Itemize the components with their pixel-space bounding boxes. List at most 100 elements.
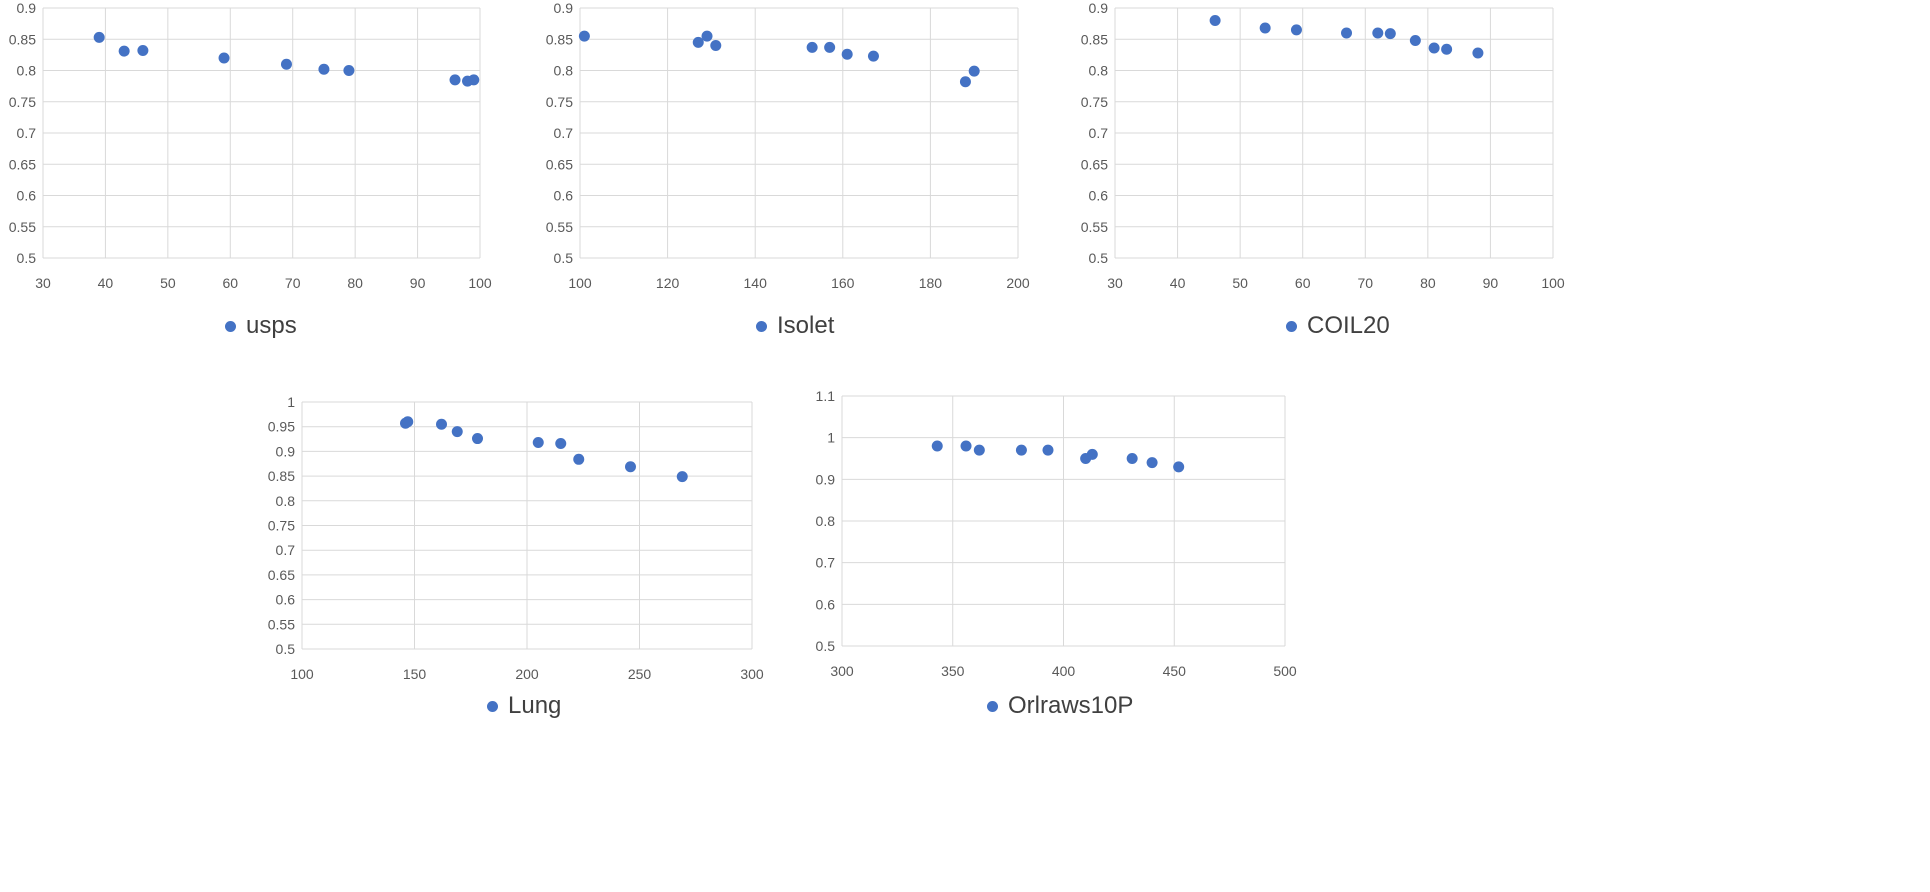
data-point	[1015, 444, 1027, 456]
x-tick-label: 40	[1170, 275, 1186, 291]
y-tick-label: 0.85	[9, 31, 36, 47]
x-tick-label: 80	[347, 275, 363, 291]
x-tick-label: 300	[740, 666, 764, 682]
data-point	[1472, 47, 1484, 59]
x-tick-label: 50	[160, 275, 176, 291]
x-tick-label: 100	[568, 275, 592, 291]
x-tick-label: 120	[656, 275, 680, 291]
data-point	[1259, 22, 1271, 34]
chart-plot: 0.5 0.55 0.6 0.65 0.7 0.75 0.8 0.85 0.9 30 40 50 60 7…	[9, 0, 492, 291]
legend-marker-icon	[756, 320, 767, 332]
y-tick-label: 0.6	[276, 592, 296, 608]
data-point	[676, 471, 688, 483]
chart-plot: 0.5 0.55 0.6 0.65 0.7 0.75 0.8 0.85 0.9 30 40 50 60 7…	[1081, 0, 1565, 291]
x-tick-label: 70	[285, 275, 301, 291]
y-tick-label: 0.7	[276, 542, 296, 558]
y-tick-label: 0.6	[17, 188, 37, 204]
y-tick-label: 0.85	[546, 31, 573, 47]
y-tick-label: 0.75	[268, 518, 295, 534]
y-tick-label: 0.5	[554, 250, 574, 266]
legend-label: Orlraws10P	[1008, 692, 1134, 719]
data-point	[402, 416, 414, 428]
legend: usps	[225, 312, 297, 340]
data-point	[960, 440, 972, 452]
data-point	[973, 444, 985, 456]
legend-label: Isolet	[777, 312, 835, 339]
x-tick-label: 500	[1273, 663, 1297, 679]
y-tick-label: 0.75	[546, 94, 573, 110]
y-tick-label: 0.9	[1089, 0, 1109, 16]
y-tick-label: 0.7	[554, 125, 574, 141]
x-tick-label: 350	[941, 663, 965, 679]
y-tick-label: 0.9	[816, 471, 836, 487]
x-tick-label: 100	[468, 275, 492, 291]
y-tick-label: 0.5	[17, 250, 37, 266]
y-tick-label: 0.5	[276, 641, 296, 657]
y-tick-label: 0.65	[268, 567, 295, 583]
x-tick-label: 80	[1420, 275, 1436, 291]
legend-label: Lung	[508, 692, 562, 719]
x-tick-label: 40	[98, 275, 114, 291]
legend-label: usps	[246, 312, 297, 339]
x-tick-label: 200	[1006, 275, 1030, 291]
y-tick-label: 0.55	[546, 219, 573, 235]
x-tick-label: 50	[1232, 275, 1248, 291]
data-point	[1441, 43, 1453, 55]
data-point	[578, 30, 590, 42]
data-point	[1042, 444, 1054, 456]
data-point	[841, 48, 853, 60]
legend: Lung	[487, 692, 561, 720]
data-point	[1173, 461, 1185, 473]
y-tick-label: 1	[827, 430, 835, 446]
data-point	[532, 437, 544, 449]
x-tick-label: 400	[1052, 663, 1076, 679]
x-tick-label: 30	[1107, 275, 1123, 291]
x-tick-label: 60	[1295, 275, 1311, 291]
legend: COIL20	[1286, 312, 1390, 340]
y-tick-label: 0.5	[816, 638, 836, 654]
data-point	[824, 41, 836, 53]
data-point	[280, 58, 292, 70]
y-tick-label: 0.7	[1089, 125, 1109, 141]
data-point	[701, 30, 713, 42]
y-tick-label: 1.1	[816, 388, 836, 404]
data-point	[806, 41, 818, 53]
y-tick-label: 0.6	[554, 188, 574, 204]
chart-usps: 0.5 0.55 0.6 0.65 0.7 0.75 0.8 0.85 0.9 30 40 50 60 7…	[0, 0, 620, 350]
y-tick-label: 0.75	[1081, 94, 1108, 110]
x-tick-label: 100	[290, 666, 314, 682]
data-point	[710, 40, 722, 51]
data-point	[318, 63, 330, 75]
legend: Isolet	[756, 312, 834, 340]
y-tick-label: 0.5	[1089, 250, 1109, 266]
y-tick-label: 0.9	[17, 0, 37, 16]
y-tick-label: 0.9	[276, 443, 296, 459]
data-point	[343, 65, 355, 76]
data-point	[449, 74, 461, 86]
x-tick-label: 90	[410, 275, 426, 291]
y-tick-label: 0.8	[554, 63, 574, 79]
x-tick-label: 200	[515, 666, 539, 682]
data-point	[451, 426, 463, 438]
chart-isolet: 0.5 0.55 0.6 0.65 0.7 0.75 0.8 0.85 0.9 100 120 140…	[0, 0, 1930, 350]
x-tick-label: 150	[403, 666, 427, 682]
x-tick-label: 250	[628, 666, 652, 682]
data-point	[1409, 35, 1421, 46]
y-tick-label: 0.7	[17, 125, 37, 141]
data-point	[625, 461, 636, 473]
data-point	[573, 453, 585, 465]
x-tick-label: 180	[919, 275, 943, 291]
data-point	[1126, 453, 1138, 464]
data-point	[436, 418, 447, 430]
data-point	[93, 31, 105, 43]
legend-label: COIL20	[1307, 312, 1390, 339]
data-point	[692, 36, 704, 48]
y-tick-label: 0.65	[9, 156, 36, 172]
data-point	[968, 65, 980, 77]
legend-marker-icon	[1286, 320, 1297, 332]
data-point	[137, 45, 149, 56]
x-tick-label: 100	[1541, 275, 1565, 291]
